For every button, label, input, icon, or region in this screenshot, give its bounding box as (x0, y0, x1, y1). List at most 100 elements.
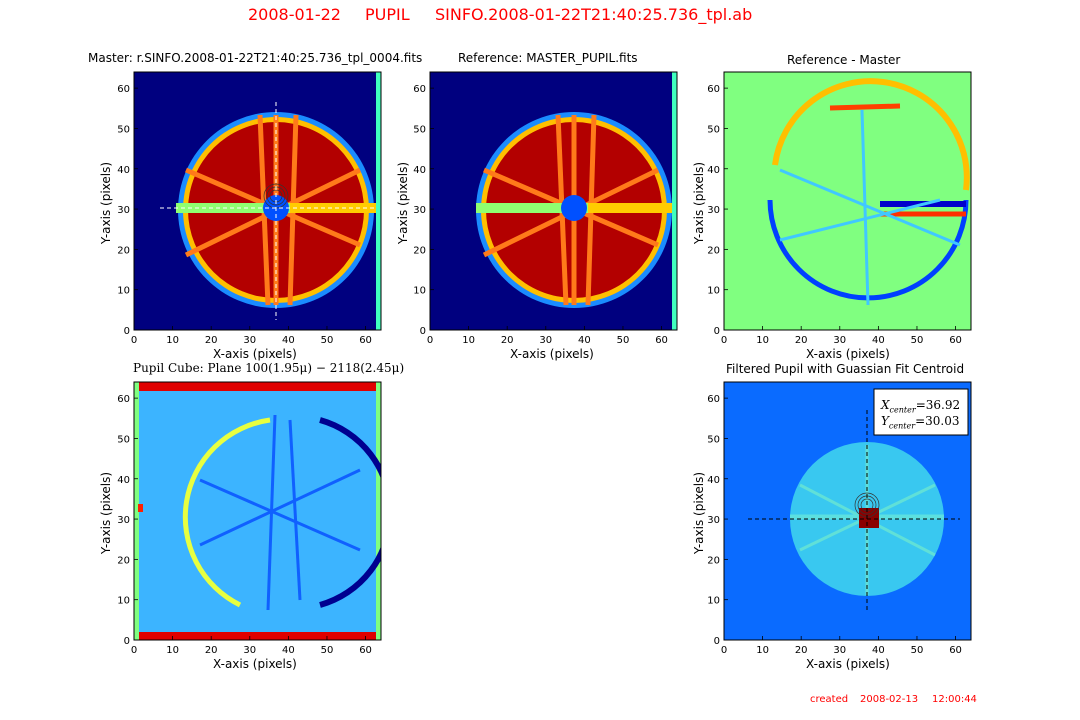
axes-frame-master (133, 71, 382, 331)
xtick-label-reference: 60 (655, 335, 668, 346)
footer-created-label: created (810, 694, 849, 705)
xlabel-master: X-axis (pixels) (213, 347, 297, 361)
xtick-label-difference: 40 (872, 335, 885, 346)
panel-title-difference: Reference - Master (787, 53, 901, 67)
ytick-label-master: 50 (117, 124, 130, 135)
footer-created-time: 12:00:44 (932, 694, 977, 705)
ytick-label-master: 60 (117, 84, 130, 95)
xtick-label-reference: 50 (617, 335, 630, 346)
ytick-label-reference: 50 (413, 124, 426, 135)
fit-legend-box (873, 388, 969, 436)
ytick-label-master: 40 (117, 165, 130, 176)
ytick-label-pupil-cube: 20 (117, 555, 130, 566)
axes-frame-filtered-pupil (723, 381, 972, 641)
ytick-label-pupil-cube: 30 (117, 515, 130, 526)
header-mode: PUPIL (365, 5, 410, 24)
ytick-label-master: 0 (124, 326, 130, 337)
panel-title-filtered-pupil: Filtered Pupil with Guassian Fit Centroi… (726, 362, 965, 376)
ytick-label-reference: 10 (413, 286, 426, 297)
heatmap-reference (430, 72, 677, 330)
ytick-label-difference: 60 (707, 84, 720, 95)
panel-title-reference: Reference: MASTER_PUPIL.fits (458, 51, 638, 65)
xtick-label-difference: 20 (795, 335, 808, 346)
ytick-label-difference: 0 (714, 326, 720, 337)
xtick-label-filtered-pupil: 40 (872, 645, 885, 656)
xtick-label-reference: 10 (462, 335, 475, 346)
xtick-label-pupil-cube: 60 (359, 645, 372, 656)
xtick-label-filtered-pupil: 10 (756, 645, 769, 656)
ytick-label-pupil-cube: 0 (124, 636, 130, 647)
xtick-label-filtered-pupil: 50 (911, 645, 924, 656)
ytick-label-filtered-pupil: 50 (707, 434, 720, 445)
xtick-label-master: 0 (131, 335, 137, 346)
fit-x-center: Xcenter=36.92 (881, 398, 961, 415)
xtick-label-difference: 0 (721, 335, 727, 346)
axes-frame-difference (723, 71, 972, 331)
xlabel-pupil-cube: X-axis (pixels) (213, 657, 297, 671)
panel-title-pupil-cube: Pupil Cube: Plane 100(1.95μ) − 2118(2.45… (133, 361, 405, 375)
xtick-label-pupil-cube: 30 (243, 645, 256, 656)
xtick-label-difference: 30 (833, 335, 846, 346)
xtick-label-pupil-cube: 50 (321, 645, 334, 656)
xtick-label-difference: 10 (756, 335, 769, 346)
ytick-label-difference: 30 (707, 205, 720, 216)
ytick-label-difference: 50 (707, 124, 720, 135)
xlabel-filtered-pupil: X-axis (pixels) (806, 657, 890, 671)
heatmap-master (134, 72, 381, 330)
xtick-label-filtered-pupil: 60 (949, 645, 962, 656)
xtick-label-filtered-pupil: 20 (795, 645, 808, 656)
ytick-label-master: 10 (117, 286, 130, 297)
panel-title-master: Master: r.SINFO.2008-01-22T21:40:25.736_… (88, 51, 423, 65)
xtick-label-filtered-pupil: 30 (833, 645, 846, 656)
header-file: SINFO.2008-01-22T21:40:25.736_tpl.ab (435, 5, 753, 24)
xtick-label-pupil-cube: 40 (282, 645, 295, 656)
xtick-label-master: 30 (243, 335, 256, 346)
xtick-label-reference: 0 (427, 335, 433, 346)
ytick-label-filtered-pupil: 20 (707, 555, 720, 566)
xtick-label-reference: 40 (578, 335, 591, 346)
ytick-label-pupil-cube: 60 (117, 394, 130, 405)
xtick-label-master: 10 (166, 335, 179, 346)
heatmap-pupil-cube (134, 382, 381, 640)
xtick-label-master: 60 (359, 335, 372, 346)
footer-created-date: 2008-02-13 (860, 694, 919, 705)
ytick-label-filtered-pupil: 10 (707, 596, 720, 607)
axes-frame-pupil-cube (133, 381, 382, 641)
xlabel-difference: X-axis (pixels) (806, 347, 890, 361)
ytick-label-pupil-cube: 40 (117, 475, 130, 486)
ytick-label-filtered-pupil: 0 (714, 636, 720, 647)
ytick-label-reference: 60 (413, 84, 426, 95)
xtick-label-filtered-pupil: 0 (721, 645, 727, 656)
xtick-label-reference: 20 (501, 335, 514, 346)
ytick-label-filtered-pupil: 30 (707, 515, 720, 526)
xtick-label-pupil-cube: 0 (131, 645, 137, 656)
xtick-label-master: 20 (205, 335, 218, 346)
xtick-label-pupil-cube: 10 (166, 645, 179, 656)
ytick-label-pupil-cube: 10 (117, 596, 130, 607)
xtick-label-reference: 30 (539, 335, 552, 346)
ytick-label-pupil-cube: 50 (117, 434, 130, 445)
ytick-label-filtered-pupil: 40 (707, 475, 720, 486)
ytick-label-difference: 40 (707, 165, 720, 176)
ytick-label-difference: 20 (707, 245, 720, 256)
axes-frame-reference (429, 71, 678, 331)
ytick-label-filtered-pupil: 60 (707, 394, 720, 405)
ytick-label-reference: 30 (413, 205, 426, 216)
ytick-label-master: 20 (117, 245, 130, 256)
xtick-label-difference: 50 (911, 335, 924, 346)
ytick-label-reference: 0 (420, 326, 426, 337)
xtick-label-master: 50 (321, 335, 334, 346)
header-date: 2008-01-22 (248, 5, 341, 24)
ytick-label-reference: 40 (413, 165, 426, 176)
tick-labels: 0 10 20 30 40 50 60 0 10 20 30 40 50 60 0 10 20 30 40 50 60 0… (117, 84, 962, 656)
xtick-label-master: 40 (282, 335, 295, 346)
ytick-label-difference: 10 (707, 286, 720, 297)
ytick-label-reference: 20 (413, 245, 426, 256)
xlabel-reference: X-axis (pixels) (510, 347, 594, 361)
xtick-label-pupil-cube: 20 (205, 645, 218, 656)
ytick-label-master: 30 (117, 205, 130, 216)
xtick-label-difference: 60 (949, 335, 962, 346)
fit-y-center: Ycenter=30.03 (881, 414, 960, 431)
heatmap-difference (724, 72, 971, 330)
